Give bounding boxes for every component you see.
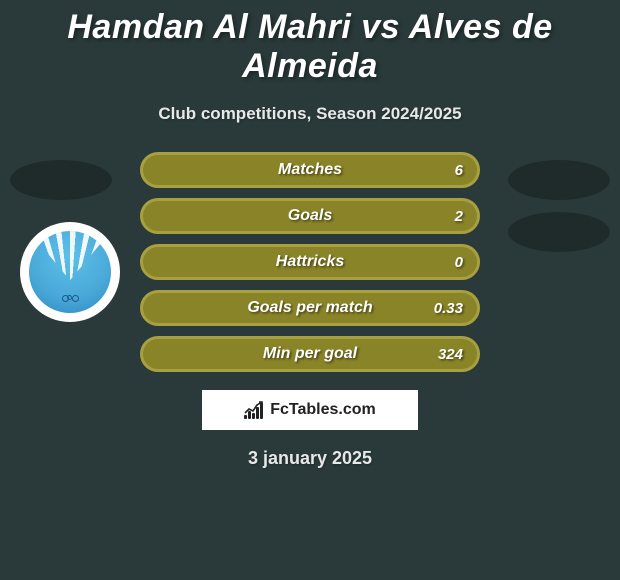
club-logo bbox=[20, 222, 120, 322]
player-left-avatar bbox=[10, 160, 112, 200]
stat-value: 0 bbox=[455, 254, 463, 271]
stat-bar-goals-per-match: Goals per match 0.33 bbox=[140, 290, 480, 326]
stat-label: Matches bbox=[278, 161, 342, 179]
stat-bar-hattricks: Hattricks 0 bbox=[140, 244, 480, 280]
page-title: Hamdan Al Mahri vs Alves de Almeida bbox=[0, 8, 620, 86]
page-subtitle: Club competitions, Season 2024/2025 bbox=[0, 104, 620, 124]
stat-label: Hattricks bbox=[276, 253, 344, 271]
stat-bar-goals: Goals 2 bbox=[140, 198, 480, 234]
club-logo-inner bbox=[29, 231, 111, 313]
page-date: 3 january 2025 bbox=[0, 448, 620, 469]
stat-label: Min per goal bbox=[263, 345, 357, 363]
stat-value: 2 bbox=[455, 208, 463, 225]
stat-bar-min-per-goal: Min per goal 324 bbox=[140, 336, 480, 372]
stat-bar-matches: Matches 6 bbox=[140, 152, 480, 188]
page-root: Hamdan Al Mahri vs Alves de Almeida Club… bbox=[0, 0, 620, 469]
player-right-avatar bbox=[508, 160, 610, 200]
brand-text: FcTables.com bbox=[270, 401, 376, 419]
stat-bars: Matches 6 Goals 2 Hattricks 0 Goals per … bbox=[140, 152, 480, 372]
stat-value: 324 bbox=[438, 346, 463, 363]
player-right-avatar-2 bbox=[508, 212, 610, 252]
stat-label: Goals per match bbox=[247, 299, 372, 317]
bar-chart-icon bbox=[244, 401, 264, 419]
club-logo-rings-icon bbox=[62, 295, 78, 303]
stat-value: 6 bbox=[455, 162, 463, 179]
stat-label: Goals bbox=[288, 207, 332, 225]
content-area: Matches 6 Goals 2 Hattricks 0 Goals per … bbox=[0, 152, 620, 469]
brand-box[interactable]: FcTables.com bbox=[202, 390, 418, 430]
stat-value: 0.33 bbox=[434, 300, 463, 317]
